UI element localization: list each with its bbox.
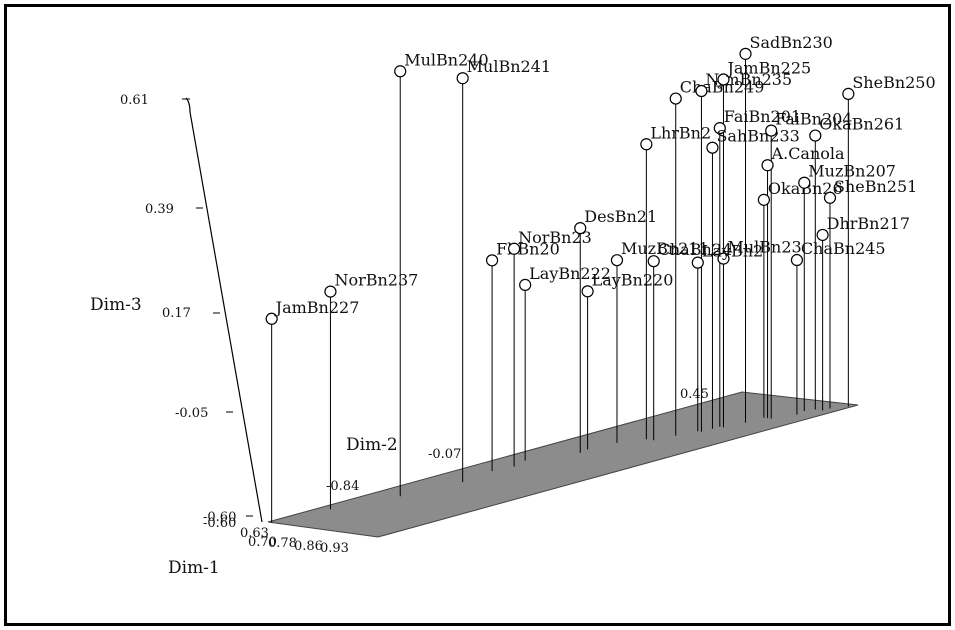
- point-marker: [790, 253, 804, 267]
- point-marker: [456, 72, 469, 85]
- point-marker: [640, 138, 653, 151]
- point-label: DesBn21: [584, 207, 657, 226]
- point-marker: [574, 222, 587, 235]
- point-marker: [842, 87, 855, 100]
- z-tick-label-0: -0.60: [203, 510, 236, 525]
- y-axis-label: Dim-2: [346, 435, 398, 455]
- point-label: FaiBn204: [775, 110, 852, 129]
- z-tick-label-1: -0.05: [175, 406, 208, 421]
- point-label: MuzBn207: [808, 162, 896, 181]
- point-label: LhrBn2: [650, 123, 711, 142]
- x-axis-label: Dim-1: [168, 558, 220, 578]
- chart-frame: [4, 4, 951, 626]
- point-label: MulBn241: [467, 57, 551, 76]
- z-tick-label-2: 0.17: [162, 306, 191, 321]
- point-marker: [798, 176, 811, 189]
- point-label: LayBn2: [702, 242, 763, 261]
- point-label: FaiBn201: [724, 107, 801, 126]
- point-label: SahBn233: [716, 127, 799, 146]
- point-marker: [809, 129, 822, 142]
- floor-plane: [267, 391, 859, 538]
- point-label: LayBn220: [592, 270, 674, 289]
- point-marker: [717, 73, 730, 86]
- point-marker: [324, 285, 337, 298]
- point-label: MulBn240: [404, 50, 488, 69]
- point-label: NorBn237: [334, 271, 418, 290]
- z-tick-label-3: 0.39: [145, 202, 174, 217]
- point-marker: [765, 124, 778, 137]
- point-marker: [265, 312, 278, 325]
- point-marks: MulBn240MulBn241NorBn237JamBn227FbBn20No…: [265, 33, 936, 523]
- point-label: SheBn250: [852, 73, 935, 92]
- z-tick-label-0-dup: -0.60: [203, 516, 236, 531]
- point-label: MuzBn211: [621, 239, 709, 258]
- point-marker: [816, 228, 829, 242]
- point-marker: [739, 47, 752, 60]
- point-marker: [647, 255, 660, 268]
- point-marker: [823, 191, 837, 204]
- point-label: JamBn225: [725, 58, 811, 77]
- point-label: NorBn23: [518, 228, 592, 247]
- y-tick-label-1: -0.07: [428, 447, 461, 462]
- point-marker: [519, 278, 532, 291]
- point-label: SadBn230: [750, 33, 833, 52]
- point-marker: [581, 285, 594, 298]
- point-marker: [757, 193, 770, 206]
- z-axis-label: Dim-3: [90, 295, 142, 315]
- point-marker: [761, 159, 774, 172]
- x-tick-label-3: 0.86: [294, 539, 323, 554]
- point-marker: [706, 141, 719, 154]
- point-label: DhrBn217: [827, 214, 910, 233]
- x-tick-label-0: 0.63: [240, 526, 269, 541]
- point-label: SheBn251: [834, 177, 917, 196]
- point-marker: [713, 122, 726, 135]
- point-label: ChaBn245: [801, 239, 886, 258]
- y-tick-label-0: -0.84: [326, 479, 359, 494]
- point-marker: [669, 92, 682, 105]
- point-marker: [717, 252, 730, 265]
- y-tick-label-2: 0.45: [680, 387, 709, 402]
- point-label: LayBn222: [529, 264, 611, 283]
- point-label: ChaBn24: [658, 240, 733, 259]
- z-axis: [182, 97, 263, 523]
- point-marker: [610, 254, 624, 267]
- point-marker: [508, 242, 521, 255]
- x-tick-label-4: 0.93: [320, 541, 349, 556]
- point-label: A.Canola: [771, 144, 845, 163]
- point-label: MulBn23: [727, 238, 801, 257]
- point-marker: [485, 254, 499, 267]
- point-label: OkaBn261: [819, 115, 904, 134]
- point-marker: [394, 65, 407, 78]
- point-label: JamBn227: [274, 298, 360, 317]
- x-tick-label-1: 0.70: [248, 535, 277, 550]
- point-marker: [695, 84, 708, 98]
- z-tick-label-4: 0.61: [120, 93, 149, 108]
- x-tick-label-2: 0.78: [268, 536, 297, 551]
- point-marker: [691, 256, 704, 269]
